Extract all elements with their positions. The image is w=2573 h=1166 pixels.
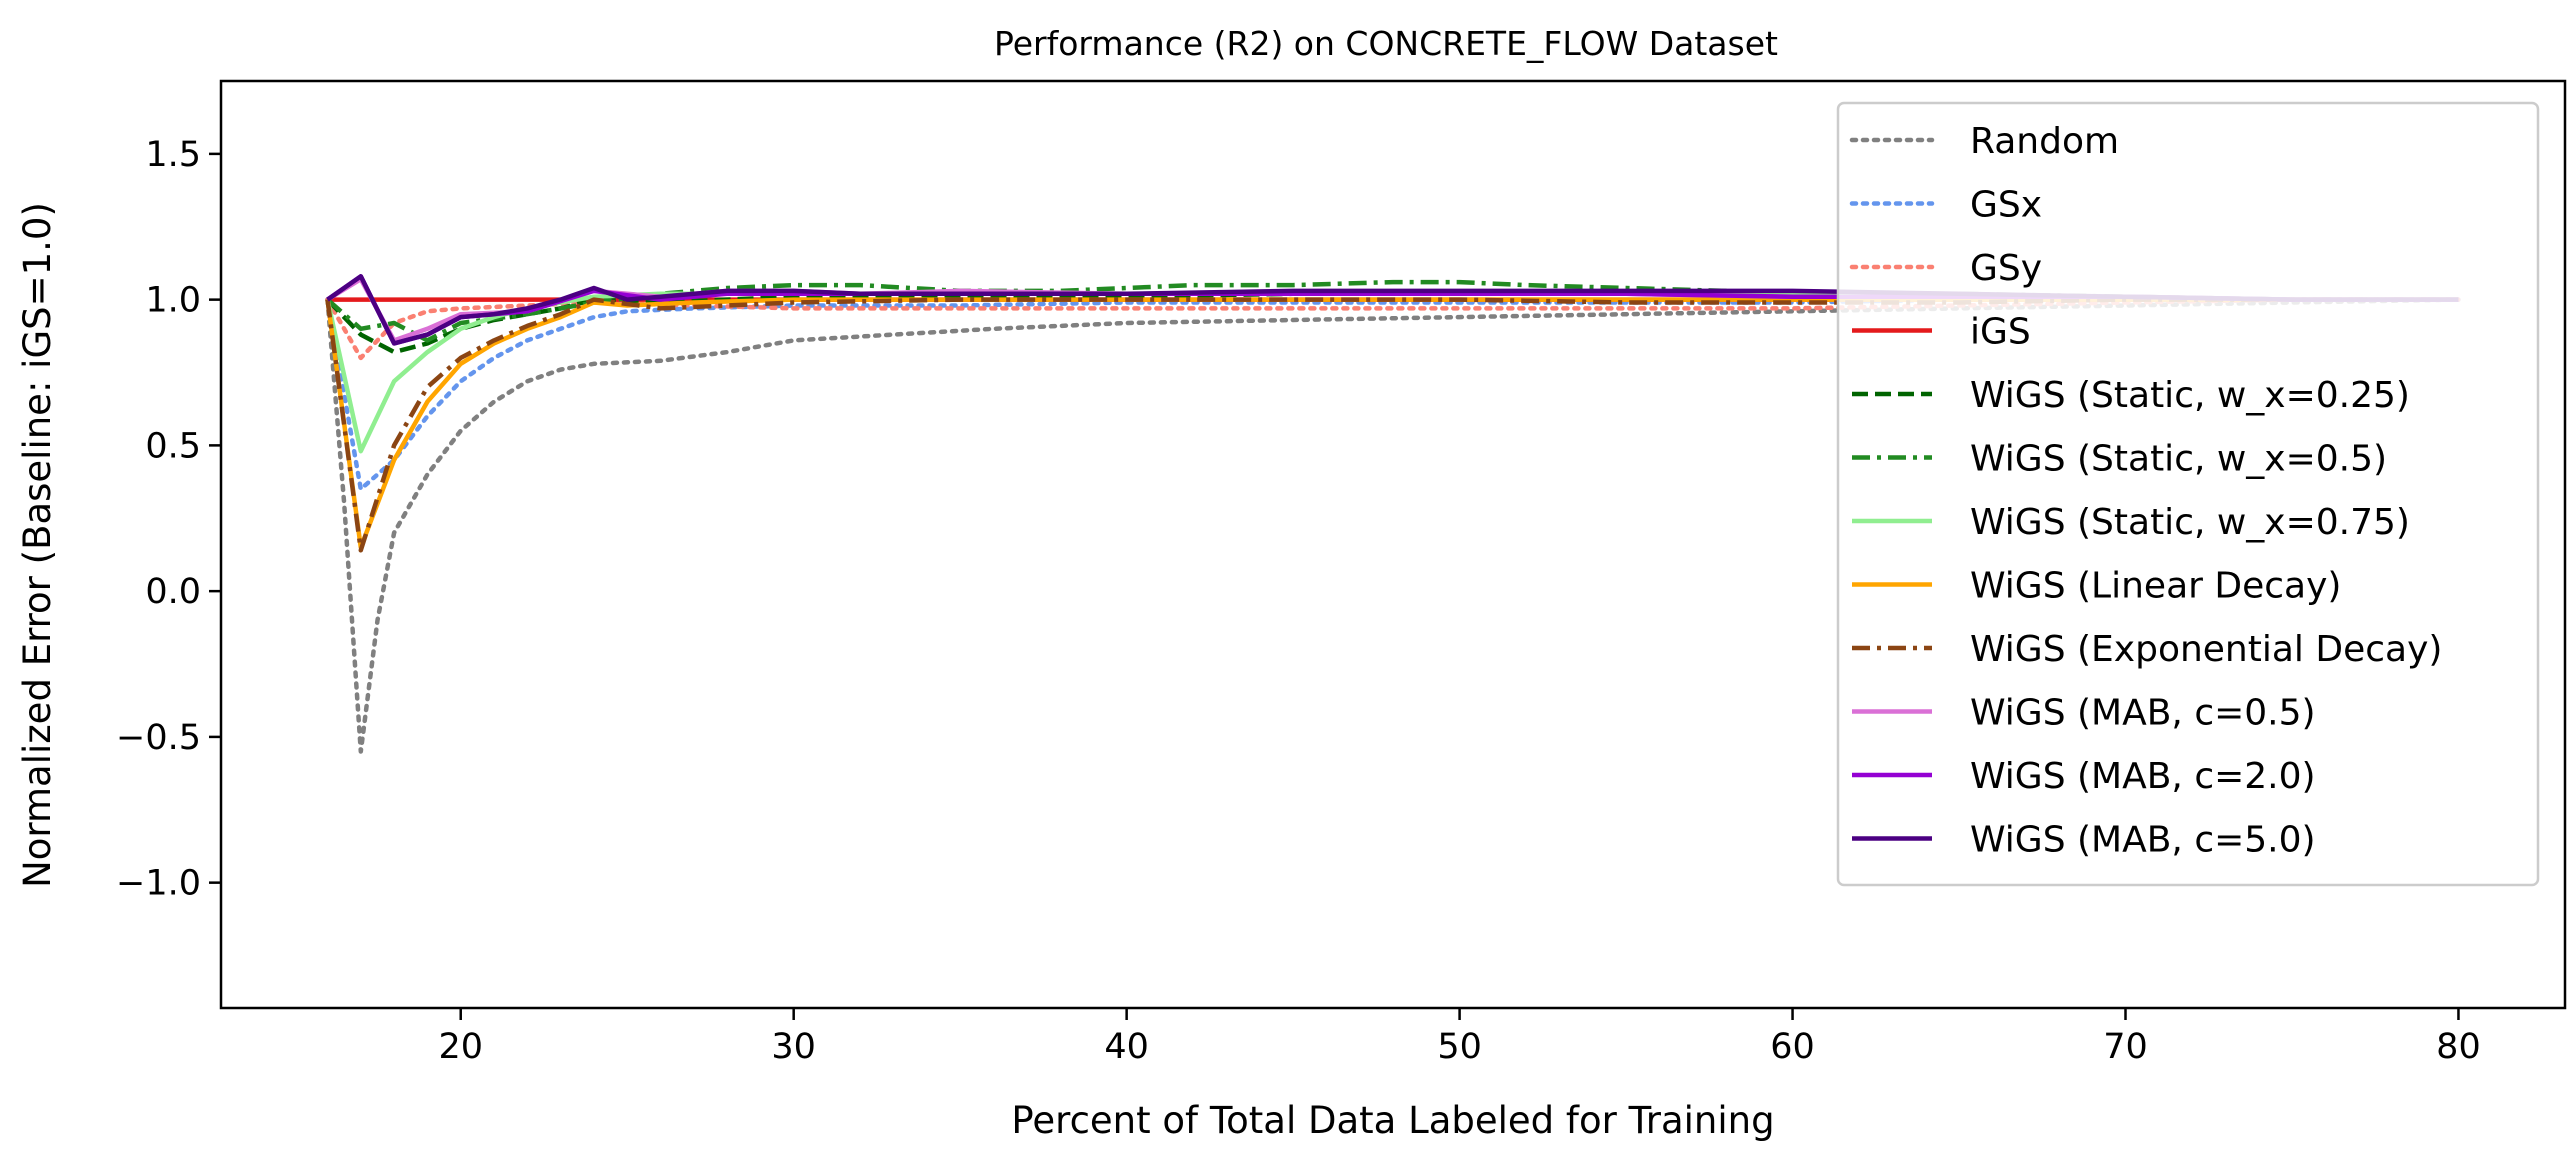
x-tick-label: 30 [771,1027,816,1067]
legend-label: Random [1970,121,2119,162]
legend-label: WiGS (Static, w_x=0.25) [1970,375,2410,416]
x-axis-label: Percent of Total Data Labeled for Traini… [1011,1099,1774,1142]
x-tick-label: 20 [438,1027,483,1067]
y-tick-label: 0.0 [145,572,201,612]
legend-box [1836,101,2540,887]
legend-label: WiGS (MAB, c=2.0) [1970,756,2316,797]
y-tick-label: −0.5 [116,718,201,758]
x-tick-label: 40 [1104,1027,1149,1067]
chart-title: Performance (R2) on CONCRETE_FLOW Datase… [994,24,1778,63]
legend-label: WiGS (MAB, c=5.0) [1970,820,2316,861]
legend-label: WiGS (Linear Decay) [1970,566,2341,607]
legend-label: GSy [1970,248,2042,289]
legend-label: iGS [1970,312,2031,353]
series-line-12 [326,274,2459,346]
legend: Random GSx GSy iGS WiGS (Static, w_x=0.25) Wi… [1836,101,2540,887]
y-tick-label: −1.0 [116,864,201,904]
x-tick-label: 70 [2103,1027,2148,1067]
y-tick-label: 0.5 [145,426,201,466]
plot-frame [219,79,2567,1010]
legend-label: WiGS (Static, w_x=0.5) [1970,439,2387,480]
legend-label: GSx [1970,185,2042,226]
x-axis: 20 30 40 50 60 70 80 [438,1008,2481,1067]
legend-label: WiGS (Static, w_x=0.75) [1970,502,2410,543]
legend-label: WiGS (Exponential Decay) [1970,629,2442,670]
y-tick-label: 1.0 [145,281,201,321]
y-axis-label: Normalized Error (Baseline: iGS=1.0) [16,202,59,888]
x-tick-label: 60 [1770,1027,1815,1067]
x-tick-label: 50 [1437,1027,1482,1067]
y-tick-label: 1.5 [145,135,201,175]
y-axis: −1.0 −0.5 0.0 0.5 1.0 1.5 [116,135,221,904]
series-line-1 [325,297,2461,754]
legend-label: WiGS (MAB, c=0.5) [1970,693,2316,734]
x-tick-label: 80 [2436,1027,2481,1067]
